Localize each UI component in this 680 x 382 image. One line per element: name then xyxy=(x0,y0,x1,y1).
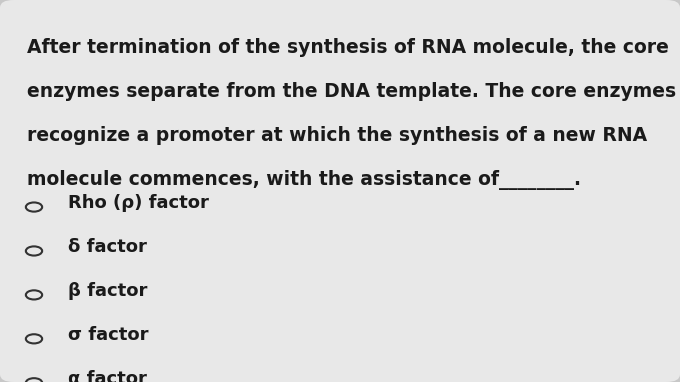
Text: Rho (ρ) factor: Rho (ρ) factor xyxy=(68,194,209,212)
Text: molecule commences, with the assistance of________.: molecule commences, with the assistance … xyxy=(27,170,581,190)
Text: β factor: β factor xyxy=(68,282,148,300)
Text: After termination of the synthesis of RNA molecule, the core: After termination of the synthesis of RN… xyxy=(27,38,669,57)
Text: α factor: α factor xyxy=(68,370,147,382)
Text: δ factor: δ factor xyxy=(68,238,147,256)
Text: enzymes separate from the DNA template. The core enzymes then: enzymes separate from the DNA template. … xyxy=(27,82,680,101)
Text: recognize a promoter at which the synthesis of a new RNA: recognize a promoter at which the synthe… xyxy=(27,126,647,145)
Text: σ factor: σ factor xyxy=(68,326,148,344)
